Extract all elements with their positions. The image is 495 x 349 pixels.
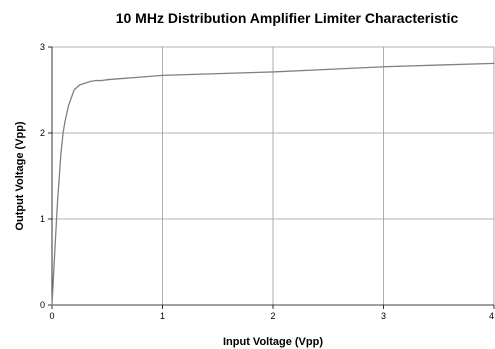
x-axis-title: Input Voltage (Vpp) bbox=[223, 336, 323, 348]
x-tick-label-2: 2 bbox=[270, 311, 275, 321]
y-axis-title: Output Voltage (Vpp) bbox=[14, 121, 26, 231]
x-tick-label-1: 1 bbox=[160, 311, 165, 321]
y-tick-label-3: 3 bbox=[40, 42, 45, 52]
axes bbox=[48, 46, 495, 309]
y-tick-label-0: 0 bbox=[40, 300, 45, 310]
tick-labels: 0 1 2 3 4 0 1 2 3 bbox=[40, 42, 494, 321]
series-line-0 bbox=[51, 62, 495, 306]
x-tick-label-4: 4 bbox=[489, 311, 494, 321]
x-tick-label-3: 3 bbox=[381, 311, 386, 321]
series-lines bbox=[51, 62, 495, 306]
y-tick-label-2: 2 bbox=[40, 128, 45, 138]
y-tick-label-1: 1 bbox=[40, 214, 45, 224]
chart-title: 10 MHz Distribution Amplifier Limiter Ch… bbox=[116, 10, 459, 26]
grid-lines bbox=[52, 46, 495, 305]
x-tick-label-0: 0 bbox=[49, 311, 54, 321]
